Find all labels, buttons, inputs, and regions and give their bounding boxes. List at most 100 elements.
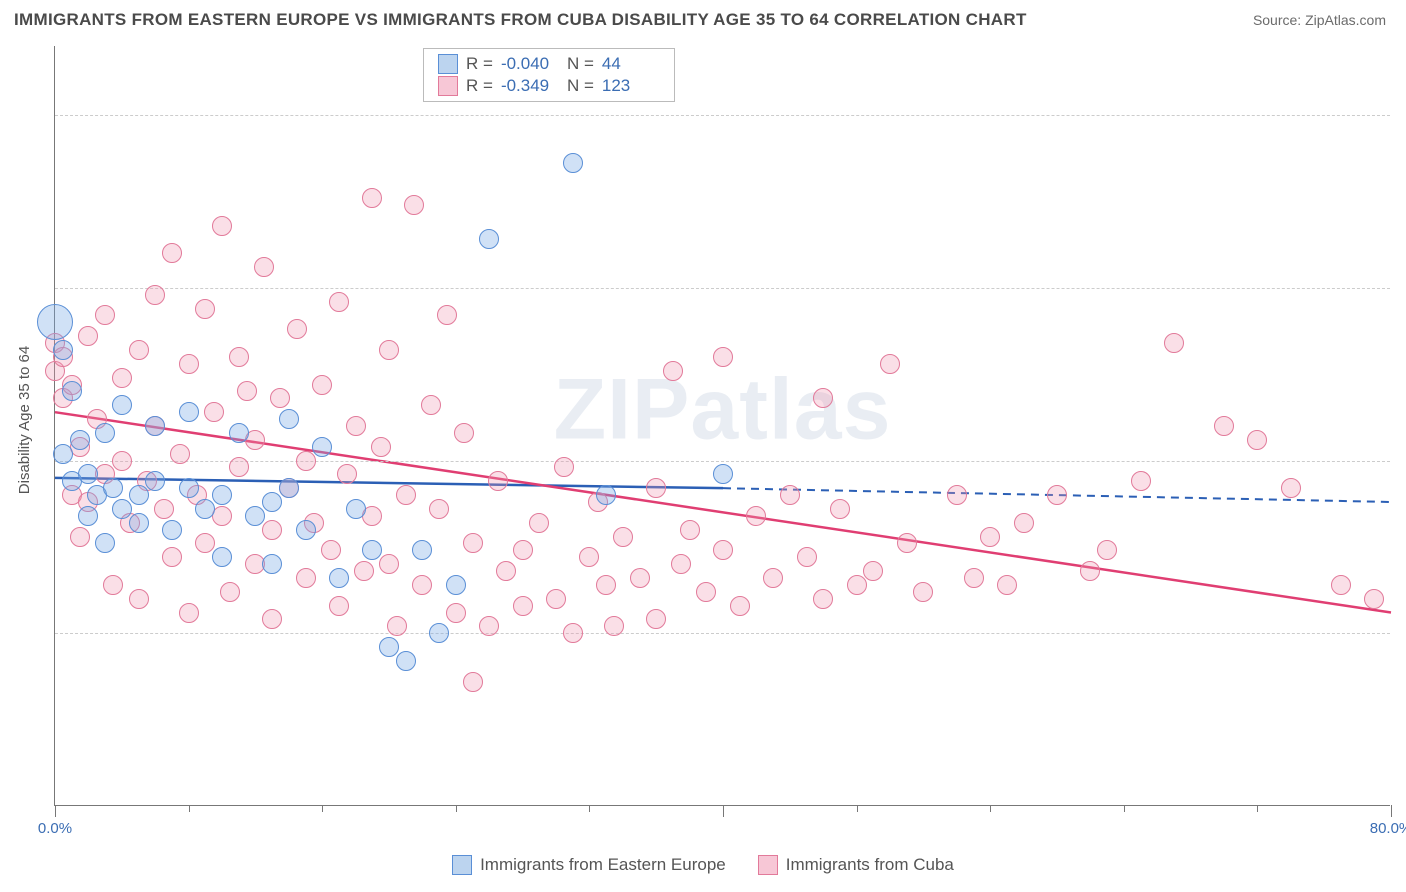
scatter-point: [596, 575, 616, 595]
scatter-point: [1014, 513, 1034, 533]
trend-lines-layer: [55, 46, 1390, 805]
scatter-point: [129, 485, 149, 505]
x-tick-label: 80.0%: [1370, 820, 1406, 837]
scatter-point: [379, 637, 399, 657]
y-tick-label: 15.0%: [1400, 279, 1406, 296]
legend-item: Immigrants from Cuba: [758, 855, 954, 875]
scatter-point: [847, 575, 867, 595]
n-label: N =: [567, 76, 594, 96]
x-tick: [990, 805, 991, 812]
n-label: N =: [567, 54, 594, 74]
r-label: R =: [466, 54, 493, 74]
scatter-point: [145, 471, 165, 491]
scatter-point: [195, 299, 215, 319]
scatter-point: [680, 520, 700, 540]
scatter-point: [1080, 561, 1100, 581]
scatter-point: [412, 540, 432, 560]
scatter-point: [204, 402, 224, 422]
scatter-point: [229, 347, 249, 367]
y-tick-label: 5.0%: [1400, 625, 1406, 642]
y-axis-label: Disability Age 35 to 64: [16, 346, 33, 494]
scatter-point: [646, 478, 666, 498]
scatter-point: [897, 533, 917, 553]
scatter-point: [463, 533, 483, 553]
scatter-point: [880, 354, 900, 374]
scatter-point: [713, 540, 733, 560]
gridline: [55, 115, 1390, 116]
scatter-point: [162, 520, 182, 540]
scatter-point: [1164, 333, 1184, 353]
scatter-point: [78, 326, 98, 346]
x-tick: [189, 805, 190, 812]
scatter-point: [496, 561, 516, 581]
series-legend: Immigrants from Eastern Europe Immigrants…: [0, 855, 1406, 880]
x-tick: [322, 805, 323, 812]
scatter-point: [354, 561, 374, 581]
scatter-point: [913, 582, 933, 602]
scatter-point: [371, 437, 391, 457]
scatter-point: [254, 257, 274, 277]
n-value: 123: [602, 76, 660, 96]
scatter-point: [396, 485, 416, 505]
scatter-point: [229, 423, 249, 443]
scatter-point: [95, 305, 115, 325]
r-value: -0.040: [501, 54, 559, 74]
scatter-point: [454, 423, 474, 443]
scatter-point: [212, 485, 232, 505]
n-value: 44: [602, 54, 660, 74]
scatter-point: [387, 616, 407, 636]
legend-item: Immigrants from Eastern Europe: [452, 855, 726, 875]
scatter-point: [604, 616, 624, 636]
scatter-point: [479, 229, 499, 249]
scatter-point: [145, 285, 165, 305]
gridline: [55, 633, 1390, 634]
scatter-point: [279, 478, 299, 498]
scatter-point: [763, 568, 783, 588]
scatter-point: [129, 589, 149, 609]
scatter-point: [179, 354, 199, 374]
scatter-point: [421, 395, 441, 415]
legend-swatch-icon: [438, 76, 458, 96]
scatter-point: [529, 513, 549, 533]
scatter-point: [780, 485, 800, 505]
scatter-point: [830, 499, 850, 519]
chart-header: IMMIGRANTS FROM EASTERN EUROPE VS IMMIGR…: [0, 0, 1406, 36]
scatter-point: [229, 457, 249, 477]
scatter-point: [863, 561, 883, 581]
scatter-point: [730, 596, 750, 616]
scatter-point: [262, 609, 282, 629]
scatter-point: [212, 216, 232, 236]
scatter-point: [312, 437, 332, 457]
legend-swatch-icon: [452, 855, 472, 875]
scatter-point: [379, 340, 399, 360]
chart-title: IMMIGRANTS FROM EASTERN EUROPE VS IMMIGR…: [14, 10, 1027, 30]
scatter-point: [813, 589, 833, 609]
scatter-point: [195, 533, 215, 553]
scatter-point: [964, 568, 984, 588]
scatter-point: [129, 340, 149, 360]
scatter-point: [613, 527, 633, 547]
scatter-point: [179, 402, 199, 422]
scatter-point: [1047, 485, 1067, 505]
scatter-point: [53, 340, 73, 360]
scatter-point: [404, 195, 424, 215]
gridline: [55, 461, 1390, 462]
scatter-point: [279, 409, 299, 429]
scatter-point: [62, 381, 82, 401]
scatter-point: [396, 651, 416, 671]
x-tick: [1391, 805, 1392, 817]
scatter-point: [287, 319, 307, 339]
scatter-point: [546, 589, 566, 609]
scatter-point: [112, 395, 132, 415]
scatter-point: [362, 540, 382, 560]
scatter-point: [145, 416, 165, 436]
scatter-point: [479, 616, 499, 636]
gridline: [55, 288, 1390, 289]
scatter-chart: ZIPatlas R =-0.040N =44R =-0.349N =123 5…: [54, 46, 1390, 806]
scatter-point: [37, 304, 73, 340]
scatter-point: [997, 575, 1017, 595]
scatter-point: [337, 464, 357, 484]
scatter-point: [162, 243, 182, 263]
scatter-point: [646, 609, 666, 629]
scatter-point: [179, 478, 199, 498]
